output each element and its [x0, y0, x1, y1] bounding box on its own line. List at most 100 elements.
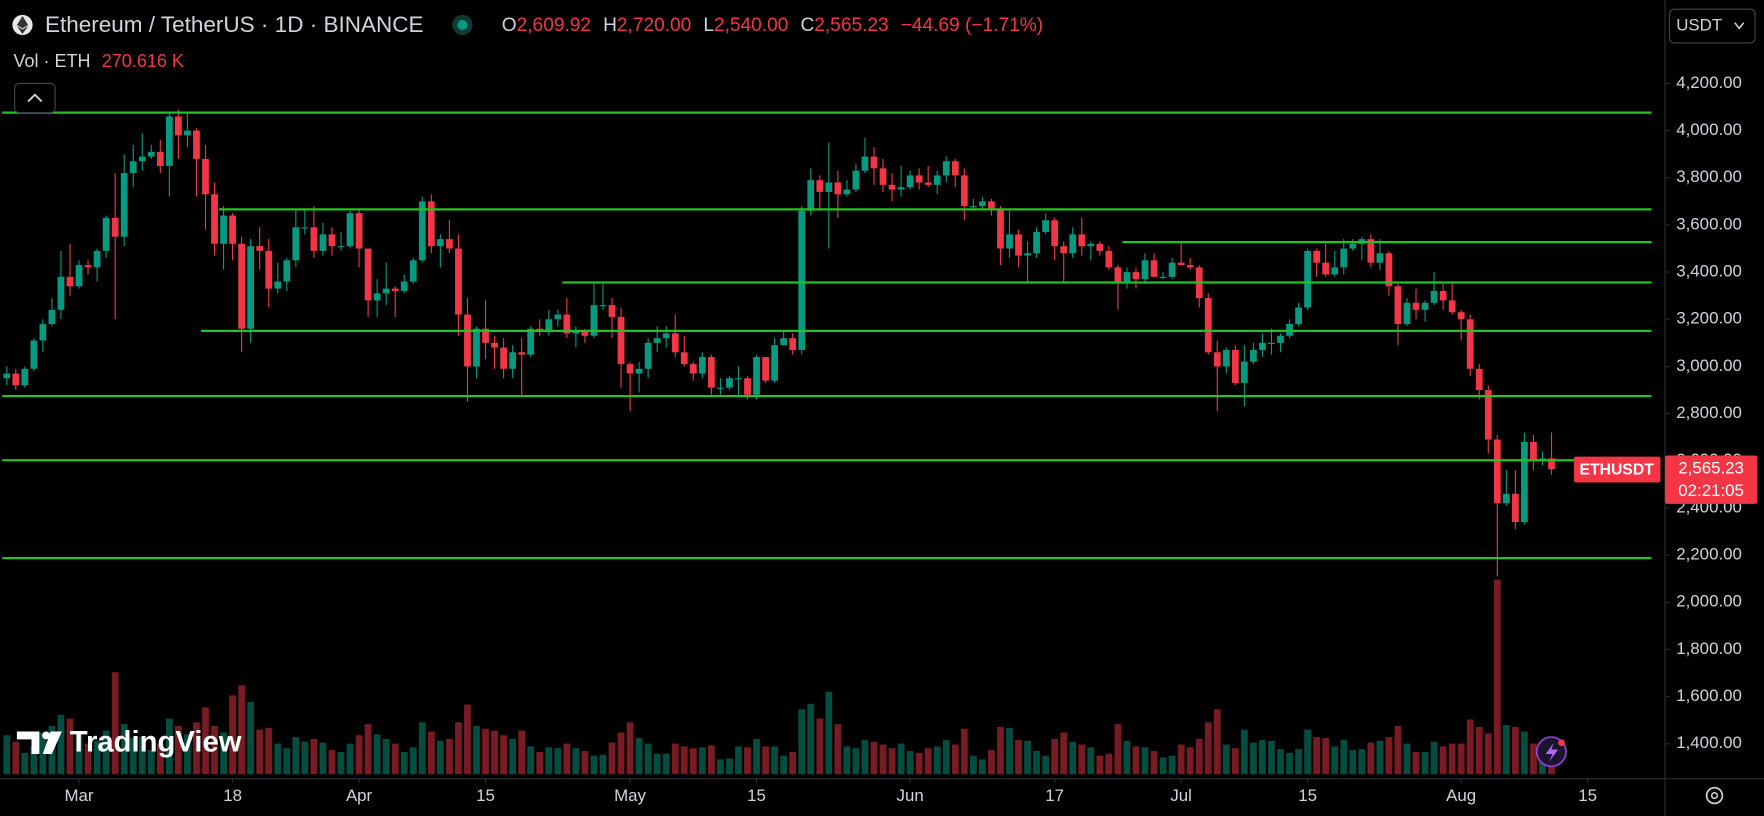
candle-body	[310, 227, 318, 251]
volume-bar	[771, 746, 778, 775]
volume-bar	[473, 725, 480, 775]
volume-bar	[409, 747, 417, 775]
candle-body	[1222, 349, 1230, 367]
candle-body	[1087, 243, 1095, 247]
candle-body	[1349, 243, 1357, 249]
volume-bar	[1521, 731, 1528, 775]
candle-body	[473, 328, 480, 367]
candle-body	[427, 201, 435, 247]
candle-body	[1385, 253, 1393, 287]
y-tick-label: 2,000.00	[1676, 592, 1742, 611]
volume-bar	[726, 758, 733, 775]
candle-body	[211, 194, 218, 244]
volume-bar	[427, 731, 435, 775]
candle-body	[951, 161, 959, 176]
volume-bar	[1177, 744, 1185, 775]
candle-body	[753, 357, 760, 395]
symbol-title[interactable]: Ethereum / TetherUS · 1D · BINANCE	[45, 12, 423, 37]
candle-body	[1060, 246, 1068, 254]
collapse-button[interactable]	[14, 82, 56, 114]
candle-body	[409, 260, 417, 282]
volume-bar	[436, 740, 444, 775]
volume-bar	[1078, 744, 1086, 775]
volume-bar	[1168, 755, 1176, 775]
volume-bar	[500, 735, 507, 775]
volume-bar	[446, 738, 453, 775]
volume-bar	[1060, 732, 1068, 775]
volume-bar	[1367, 742, 1375, 775]
candle-body	[1439, 290, 1447, 301]
volume-bar	[1042, 755, 1050, 775]
x-tick-label: Aug	[1446, 786, 1476, 805]
candle-body	[1466, 319, 1474, 369]
volume-bar	[184, 734, 191, 775]
volume-bar	[1195, 738, 1203, 775]
volume-bar	[888, 748, 896, 775]
volume-bar	[1358, 749, 1366, 775]
volume-key: Vol · ETH	[14, 51, 91, 71]
ohlc-value: 2,565.23	[814, 15, 888, 36]
volume-bar	[1385, 737, 1393, 775]
volume-bar	[111, 672, 119, 775]
volume-bar	[256, 729, 264, 775]
volume-bar	[825, 691, 833, 775]
volume-bar	[897, 743, 905, 775]
candle-body	[572, 331, 580, 334]
candle-body	[635, 368, 643, 374]
volume-bar	[870, 741, 878, 775]
candle-body	[1024, 253, 1031, 256]
settings-button[interactable]	[1705, 786, 1724, 805]
volume-bar	[635, 738, 643, 775]
candle-body	[1376, 253, 1384, 263]
candle-body	[1340, 248, 1348, 268]
candle-body	[229, 215, 236, 244]
volume-bar	[852, 748, 860, 775]
volume-bar	[1033, 751, 1040, 775]
candle-body	[653, 338, 661, 343]
candle-body	[717, 387, 724, 389]
volume-bar	[138, 737, 146, 775]
currency-button[interactable]	[1668, 8, 1756, 44]
candle-body	[346, 213, 354, 247]
last-price: 2,565.23	[1678, 458, 1744, 477]
candle-body	[735, 378, 742, 380]
volume-bar	[1069, 741, 1077, 775]
volume-bar	[1286, 752, 1293, 775]
volume-bar	[30, 746, 38, 775]
volume-bar	[1322, 738, 1330, 775]
candle-body	[1412, 302, 1420, 310]
candle-body	[3, 373, 11, 379]
volume-bar	[1457, 743, 1465, 775]
candle-body	[48, 309, 56, 324]
symbol-tag-box	[1573, 456, 1661, 483]
volume-bar	[1204, 722, 1212, 775]
candle-body	[1078, 234, 1086, 247]
candle-body	[1512, 493, 1519, 523]
symbol-icon-glyph	[16, 15, 29, 34]
volume-bar	[1304, 729, 1311, 775]
volume-bar	[75, 734, 83, 775]
change-value: −44.69 (−1.71%)	[901, 15, 1043, 36]
level-layer	[2, 111, 1652, 560]
volume-bar	[283, 748, 291, 775]
volume-bar	[1024, 740, 1031, 775]
candle-body	[897, 187, 905, 190]
candle-body	[1240, 361, 1248, 383]
candle-body	[93, 250, 101, 268]
volume-bar	[455, 722, 462, 775]
volume-bar	[337, 751, 345, 775]
candle-body	[382, 288, 390, 294]
candle-body	[617, 316, 625, 365]
candle-body	[1042, 220, 1050, 233]
volume-bar	[1132, 746, 1140, 775]
x-tick-label: Apr	[346, 786, 373, 805]
volume-bar	[418, 722, 426, 775]
candle-body	[825, 182, 833, 192]
volume-bar	[689, 748, 697, 775]
candle-body	[960, 175, 968, 207]
volume-bar	[969, 755, 977, 775]
candle-body	[1277, 335, 1284, 343]
volume-bar	[1096, 755, 1104, 775]
volume-bar	[57, 714, 65, 775]
